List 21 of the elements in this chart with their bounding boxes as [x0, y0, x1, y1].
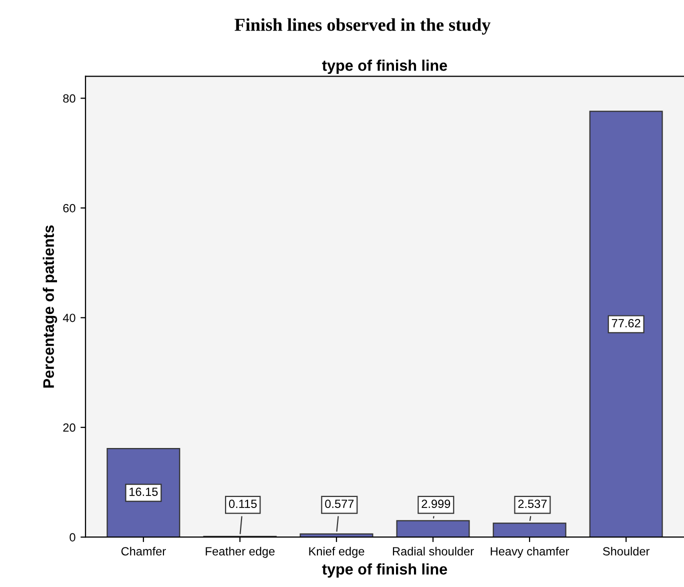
data-label: 2.999 — [422, 500, 450, 508]
y-tick-label: 20 — [63, 423, 76, 432]
chart-subtitle: type of finish line — [322, 60, 448, 74]
x-tick-label: Chamfer — [121, 546, 166, 556]
y-tick-label: 40 — [62, 314, 76, 322]
x-tick-label: Heavy chamfer — [490, 546, 570, 558]
data-label: 77.62 — [612, 319, 640, 328]
x-axis-title: type of finish line — [322, 563, 448, 578]
x-tick-label: Radial shoulder — [392, 546, 474, 556]
y-axis-title: Percentage of patients — [42, 225, 58, 388]
data-label: 16.15 — [130, 488, 158, 496]
x-tick-label: Shoulder — [602, 546, 650, 556]
y-tick-label: 0 — [70, 533, 76, 542]
chart-title: Finish lines observed in the study — [234, 18, 491, 35]
y-tick-label: 60 — [63, 204, 76, 212]
y-tick-label: 80 — [63, 94, 76, 103]
data-label: 2.537 — [518, 500, 547, 508]
data-label: 0.115 — [228, 500, 257, 508]
data-label: 0.577 — [325, 500, 354, 508]
x-tick-label: Feather edge — [206, 546, 275, 558]
x-tick-label: Knief edge — [309, 546, 364, 558]
